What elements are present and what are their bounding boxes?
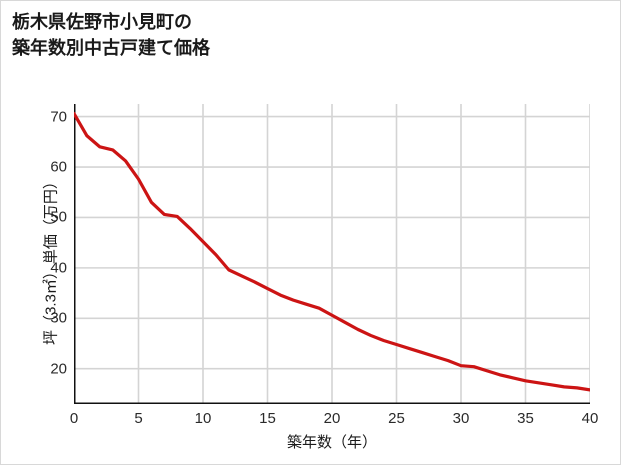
x-tick-label: 0 bbox=[69, 410, 79, 427]
plot-svg bbox=[74, 104, 590, 404]
x-tick-label: 20 bbox=[323, 410, 341, 427]
y-tick-label: 70 bbox=[50, 108, 67, 126]
y-axis-tick-labels: 20 30 40 50 60 70 bbox=[37, 104, 67, 404]
x-tick-label: 35 bbox=[517, 410, 534, 427]
y-tick-label: 20 bbox=[50, 360, 67, 378]
y-axis-title-text: 坪（3.3㎡）単価（万円） bbox=[42, 174, 60, 345]
x-axis-title: 築年数（年） bbox=[286, 434, 377, 451]
y-tick-label: 60 bbox=[50, 158, 67, 176]
y-tick-label: 50 bbox=[50, 208, 67, 226]
x-tick-label: 40 bbox=[581, 410, 599, 427]
x-tick-label: 5 bbox=[134, 410, 143, 427]
y-tick-label: 40 bbox=[50, 259, 67, 277]
price-trend-line bbox=[74, 111, 590, 392]
x-tick-label: 10 bbox=[194, 410, 212, 427]
y-tick-label: 30 bbox=[50, 309, 67, 327]
x-tick-label: 25 bbox=[388, 410, 405, 427]
y-axis-title: 坪（3.3㎡）単価（万円） bbox=[40, 110, 61, 410]
gridlines-vertical bbox=[137, 104, 590, 404]
x-axis-tick-labels: 0 5 10 15 20 25 30 35 40 bbox=[70, 410, 599, 430]
chart-title: 栃木県佐野市小見町の 築年数別中古戸建て価格 bbox=[12, 12, 210, 58]
x-tick-label: 15 bbox=[259, 410, 276, 427]
x-tick-label: 30 bbox=[452, 410, 470, 427]
plot-area bbox=[74, 104, 590, 404]
